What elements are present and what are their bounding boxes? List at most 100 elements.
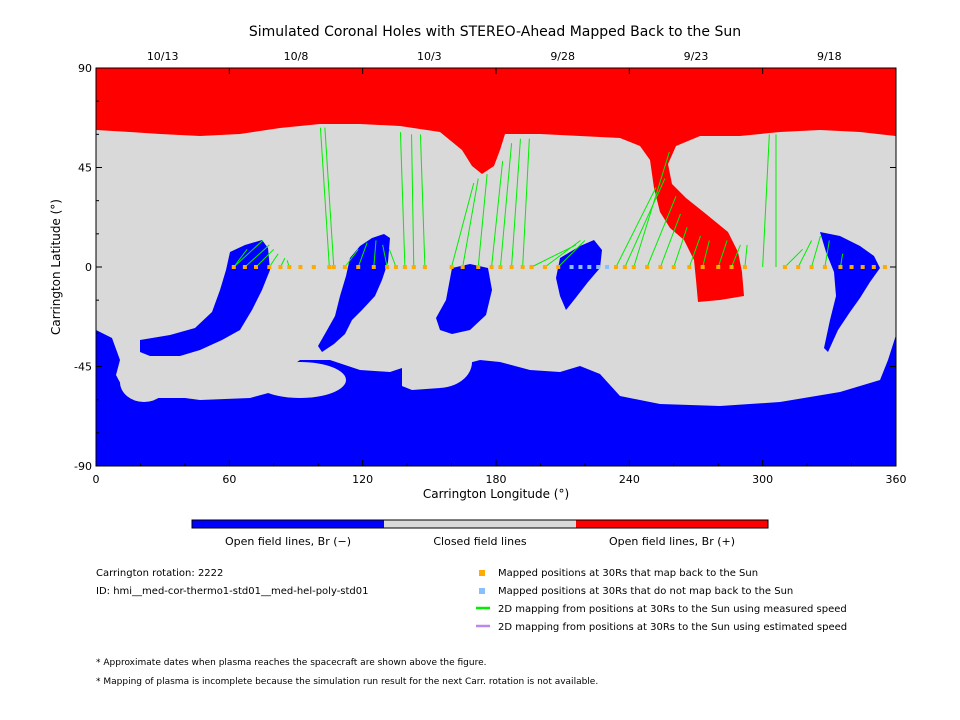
mapped-point-22 [498, 265, 503, 269]
mapping-line-34 [702, 240, 710, 268]
mapping-line-32 [673, 227, 688, 268]
closed-island-5 [336, 334, 380, 358]
legend-measured-label: 2D mapping from positions at 30Rs to the… [498, 604, 847, 615]
mapped-point-24 [520, 265, 525, 269]
mapped-point-11 [356, 265, 361, 269]
run-id: ID: hmi__med-cor-thermo1-std01__med-hel-… [96, 586, 369, 597]
legend-unmapped-swatch [479, 588, 485, 594]
top-date-label-4: 9/23 [684, 50, 709, 63]
chart-title: Simulated Coronal Holes with STEREO-Ahea… [249, 24, 741, 40]
mapped-point-46 [871, 265, 876, 269]
plot-area [96, 68, 896, 466]
mapped-point-16 [411, 265, 416, 269]
legend-mapped-label: Mapped positions at 30Rs that map back t… [498, 568, 758, 579]
mapping-line-40 [784, 248, 804, 268]
y-tick-label-0: -90 [74, 460, 92, 473]
mapped-point-12 [371, 265, 376, 269]
mapped-point-33 [671, 265, 676, 269]
x-tick-label-6: 360 [886, 473, 907, 486]
top-date-label-5: 9/18 [817, 50, 842, 63]
mapped-point-43 [838, 265, 843, 269]
mapped-point-36 [716, 265, 721, 269]
mapped-point-40 [796, 265, 801, 269]
mapped-point-9 [331, 265, 336, 269]
mapped-point-44 [849, 265, 854, 269]
colorbar: Open field lines, Br (−) Closed field lin… [191, 519, 769, 548]
top-date-label-3: 9/28 [550, 50, 575, 63]
closed-island-3 [254, 362, 346, 398]
y-tick-label-2: 0 [85, 261, 92, 274]
colorbar-label-2: Open field lines, Br (+) [609, 535, 735, 548]
mapping-line-13 [388, 249, 397, 268]
mapping-line-33 [688, 235, 701, 268]
mapped-point-26 [542, 265, 547, 269]
x-tick-label-2: 120 [352, 473, 373, 486]
mapping-line-27 [615, 187, 657, 268]
closed-island-2 [120, 362, 168, 402]
x-axis-label: Carrington Longitude (°) [423, 487, 569, 501]
mapping-line-17 [451, 182, 475, 268]
colorbar-label-0: Open field lines, Br (−) [225, 535, 351, 548]
mapping-line-38 [762, 134, 770, 268]
legend-estimated-label: 2D mapping from positions at 30Rs to the… [498, 622, 847, 633]
y-tick-label-3: 45 [78, 162, 92, 175]
y-axis-label: Carrington Latitude (°) [49, 199, 63, 335]
mapping-line-2 [244, 244, 270, 268]
mapped-point-27 [556, 265, 561, 269]
closed-island-4 [404, 336, 472, 388]
colorbar-segment-1 [384, 520, 576, 528]
axes-group: 0 60 120 180 240 300 360 -90 -45 0 45 90 10/13 10/8 10… [74, 50, 906, 486]
mapping-line-31 [659, 213, 681, 268]
mapping-line-19 [477, 174, 488, 268]
negative-open-region-lobe-5 [820, 232, 880, 352]
mapped-point-2 [254, 265, 258, 269]
mapped-point-19 [460, 265, 465, 269]
mapping-line-25 [544, 240, 581, 268]
mapping-lines-group [233, 127, 844, 268]
legend-mapped-swatch [479, 570, 485, 576]
mapping-line-7 [319, 127, 330, 268]
mapping-line-37 [744, 244, 748, 268]
mapping-line-21 [499, 143, 513, 268]
mapping-line-43 [824, 240, 830, 268]
top-date-label-0: 10/13 [147, 50, 179, 63]
mapping-line-18 [462, 178, 479, 268]
mapping-line-15 [411, 134, 415, 268]
mapping-line-1 [233, 240, 264, 268]
top-date-label-1: 10/8 [284, 50, 309, 63]
mapping-line-20 [491, 160, 504, 268]
footnote-1: * Approximate dates when plasma reaches … [96, 658, 487, 668]
x-tick-label-3: 180 [486, 473, 507, 486]
mapping-line-4 [268, 253, 279, 268]
footnote-2: * Mapping of plasma is incomplete becaus… [96, 677, 598, 687]
mapped-point-14 [394, 265, 398, 269]
unmapped-point-1 [578, 265, 583, 269]
mapping-line-29 [633, 151, 670, 268]
mapping-line-35 [717, 240, 728, 268]
mapped-point-34 [687, 265, 692, 269]
mapped-point-23 [509, 265, 514, 269]
mapping-line-22 [511, 138, 521, 268]
mapped-point-20 [476, 265, 481, 269]
mapped-point-6 [298, 265, 303, 269]
x-tick-label-0: 0 [93, 473, 100, 486]
unmapped-point-3 [596, 265, 601, 269]
mapping-line-0 [233, 249, 248, 268]
mapping-line-10 [357, 242, 368, 268]
mapped-point-45 [860, 265, 865, 269]
mapping-line-41 [797, 240, 813, 268]
mapped-point-1 [242, 265, 247, 269]
x-tick-label-1: 60 [222, 473, 236, 486]
mapped-point-10 [342, 265, 347, 269]
mapped-point-0 [231, 265, 236, 269]
unmapped-point-2 [587, 265, 592, 269]
colorbar-segment-0 [192, 520, 384, 528]
mapping-line-9 [344, 249, 359, 268]
mapped-point-39 [782, 265, 787, 269]
mapped-point-42 [822, 265, 827, 269]
legend-unmapped-label: Mapped positions at 30Rs that do not map… [498, 586, 793, 597]
legend: Mapped positions at 30Rs that map back t… [476, 568, 847, 633]
mapping-line-3 [255, 248, 275, 268]
mapping-line-42 [811, 235, 821, 268]
